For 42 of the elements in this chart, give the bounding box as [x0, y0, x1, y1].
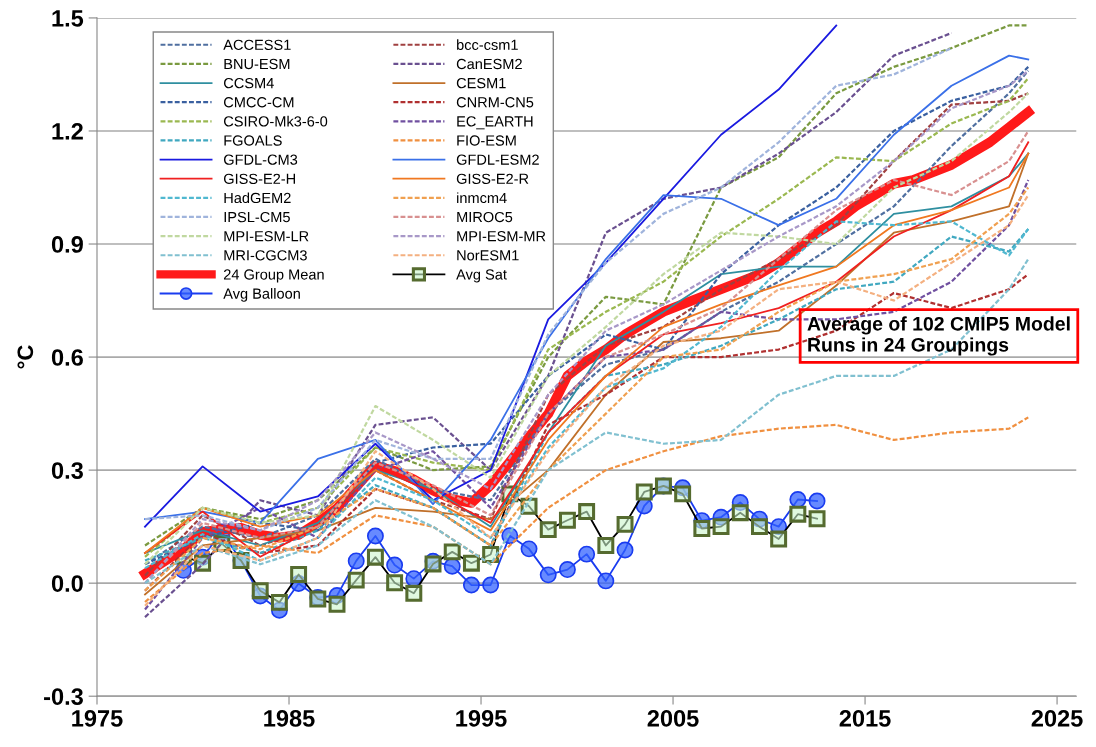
legend-label: CanESM2: [456, 58, 522, 70]
legend-label: IPSL-CM5: [224, 211, 290, 223]
x-tick-label: 1975: [72, 710, 123, 727]
legend-label: ACCESS1: [223, 39, 291, 51]
legend-label: Avg Balloon: [223, 288, 300, 302]
y-tick-label: 1.5: [52, 10, 84, 27]
legend-label: bcc-csm1: [457, 39, 518, 51]
legend-label: Avg Sat: [456, 269, 507, 283]
legend-label: CCSM4: [223, 77, 274, 89]
legend-label: inmcm4: [457, 192, 507, 204]
legend-label: MRI-CGCM3: [224, 250, 307, 261]
x-tick-label: 2005: [647, 710, 699, 727]
legend-label: GFDL-ESM2: [456, 154, 539, 165]
legend-label: EC_EARTH: [457, 116, 533, 130]
legend-label: MPI-ESM-LR: [224, 231, 309, 242]
legend-label: GFDL-CM3: [223, 154, 298, 165]
y-axis-title: °C: [17, 345, 34, 369]
y-tick-label: 1.2: [52, 123, 83, 140]
legend-label: CMCC-CM: [223, 97, 294, 108]
x-tick-label: 2025: [1031, 710, 1083, 727]
legend-label: CNRM-CN5: [456, 97, 534, 108]
legend-label: BNU-ESM: [224, 58, 290, 70]
y-tick-label: -0.3: [44, 688, 83, 706]
legend-label: HadGEM2: [224, 192, 291, 204]
y-tick-label: 0.0: [51, 575, 83, 592]
legend-label: FIO-ESM: [457, 135, 516, 146]
legend-label: CESM1: [456, 77, 506, 89]
y-tick-label: 0.6: [51, 349, 83, 366]
y-tick-label: 0.3: [51, 462, 83, 479]
annotation: Average of 102 CMIP5 Model Runs in 24 Groupings: [807, 316, 1070, 356]
x-tick-label: 2015: [839, 710, 891, 727]
legend-label: GISS-E2-H: [223, 173, 295, 184]
x-tick-label: 1985: [264, 710, 315, 727]
x-tick-label: 1995: [456, 710, 507, 727]
legend-label: GISS-E2-R: [456, 173, 529, 184]
legend-label: FGOALS: [224, 135, 282, 146]
legend-label: 24 Group Mean: [223, 269, 324, 283]
legend-label: CSIRO-Mk3-6-0: [223, 115, 328, 127]
legend-label: MIROC5: [457, 211, 513, 223]
legend-label: NorESM1: [457, 250, 519, 261]
legend-label: MPI-ESM-MR: [457, 231, 546, 242]
y-tick-label: 0.9: [51, 236, 83, 253]
